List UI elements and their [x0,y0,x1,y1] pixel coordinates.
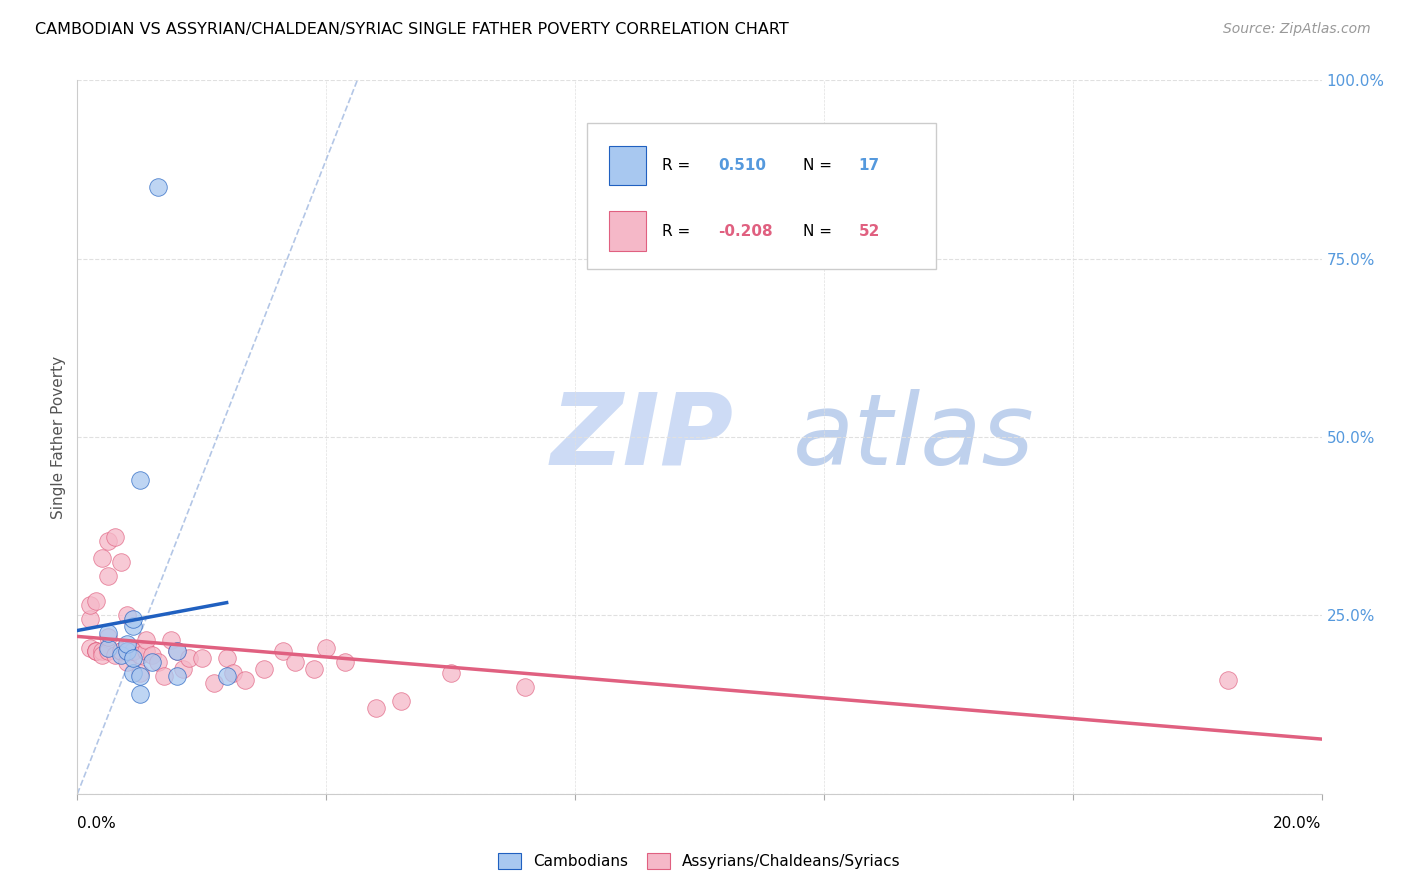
Point [135,633,157,648]
Point [115,644,138,658]
Point [128,669,150,683]
Y-axis label: Single Father Poverty: Single Father Poverty [51,356,66,518]
Point [122,644,145,658]
Point [97,569,120,583]
Legend: Cambodians, Assyrians/Chaldeans/Syriacs: Cambodians, Assyrians/Chaldeans/Syriacs [492,847,907,875]
Point [115,608,138,623]
Point [148,655,170,669]
Point [122,644,145,658]
Point [79,598,101,612]
Point [122,665,145,680]
Text: N =: N = [803,224,837,238]
Point [115,644,138,658]
Point [215,669,238,683]
Point [91,644,114,658]
Text: 52: 52 [859,224,880,238]
Point [202,676,225,690]
Point [166,669,188,683]
Point [84,644,107,658]
Point [122,619,145,633]
Point [166,644,188,658]
Point [110,648,132,662]
Point [97,640,120,655]
Point [115,655,138,669]
Point [222,665,245,680]
Point [166,644,188,658]
Point [315,640,337,655]
Point [135,644,157,658]
Point [128,665,150,680]
Point [110,555,132,569]
Point [79,612,101,626]
Point [79,640,101,655]
Point [84,644,107,658]
Point [122,651,145,665]
Point [110,644,132,658]
Point [128,473,150,487]
Point [97,644,120,658]
Point [1218,673,1240,687]
Point [84,594,107,608]
Point [104,530,127,544]
Point [271,644,294,658]
Point [253,662,276,676]
Text: R =: R = [662,158,696,173]
Point [389,694,412,708]
Point [191,651,214,665]
Point [110,644,132,658]
FancyBboxPatch shape [588,123,936,269]
Point [284,655,307,669]
Point [122,644,145,658]
Point [97,626,120,640]
Point [84,644,107,658]
Point [179,651,201,665]
Point [97,630,120,644]
Point [115,637,138,651]
Bar [609,211,645,251]
Point [153,669,176,683]
Point [364,701,387,715]
Point [148,180,170,194]
Text: 20.0%: 20.0% [1274,816,1322,831]
Point [104,648,127,662]
Point [91,648,114,662]
Point [91,551,114,566]
Text: N =: N = [803,158,837,173]
Point [515,680,537,694]
Text: 0.0%: 0.0% [77,816,117,831]
Point [233,673,256,687]
Text: atlas: atlas [793,389,1035,485]
Point [333,655,356,669]
Point [302,662,325,676]
Text: CAMBODIAN VS ASSYRIAN/CHALDEAN/SYRIAC SINGLE FATHER POVERTY CORRELATION CHART: CAMBODIAN VS ASSYRIAN/CHALDEAN/SYRIAC SI… [35,22,789,37]
Point [215,651,238,665]
Bar [609,146,645,186]
Text: 0.510: 0.510 [718,158,766,173]
Text: Source: ZipAtlas.com: Source: ZipAtlas.com [1223,22,1371,37]
Point [122,612,145,626]
Point [440,665,463,680]
Text: ZIP: ZIP [550,389,733,485]
Point [128,687,150,701]
Text: 17: 17 [859,158,880,173]
Text: -0.208: -0.208 [718,224,773,238]
Point [141,648,163,662]
Point [128,648,150,662]
Text: R =: R = [662,224,696,238]
Point [172,662,194,676]
Point [159,633,181,648]
Point [141,655,163,669]
Point [97,533,120,548]
